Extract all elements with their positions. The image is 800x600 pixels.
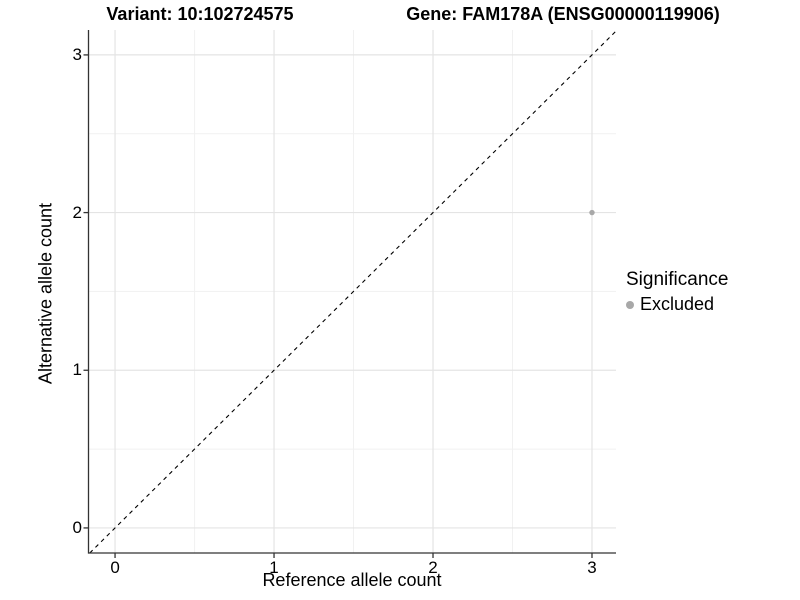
y-tick-label: 2	[72, 202, 82, 222]
gene-title: Gene: FAM178A (ENSG00000119906)	[406, 4, 720, 24]
legend-item-label: Excluded	[640, 294, 715, 314]
y-tick-label: 3	[72, 44, 82, 64]
y-tick-label: 0	[72, 517, 82, 537]
x-tick-label: 1	[269, 558, 279, 577]
legend: Significance Excluded	[626, 269, 728, 315]
variant-title: Variant: 10:102724575	[106, 4, 294, 24]
y-tick-label: 1	[72, 360, 82, 380]
legend-title: Significance	[626, 269, 729, 290]
x-tick-label: 0	[110, 558, 120, 577]
legend-point-icon	[626, 300, 634, 309]
x-tick-label: 3	[587, 558, 597, 577]
x-tick-label: 2	[428, 558, 438, 577]
y-axis-title: Alternative allele count	[35, 202, 56, 385]
x-axis-title: Reference allele count	[262, 570, 442, 590]
identity-reference-line	[89, 30, 617, 554]
data-point	[589, 209, 595, 216]
legend-item-excluded: Excluded	[626, 294, 728, 315]
